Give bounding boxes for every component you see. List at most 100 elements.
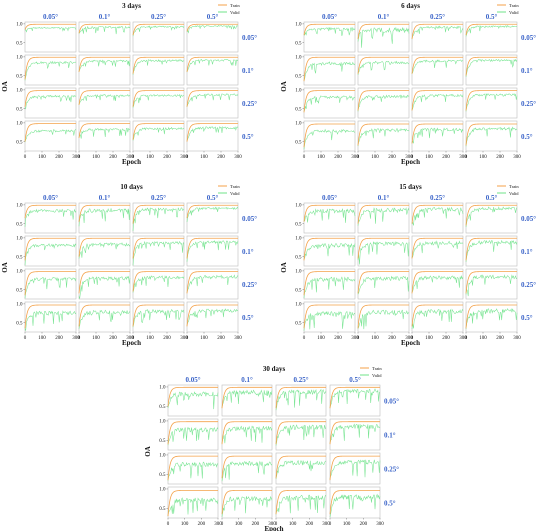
y-tick-label: 1.0 (295, 237, 302, 242)
subplot-frame (132, 268, 185, 300)
series-line-train (465, 304, 517, 329)
series-line-valid (411, 308, 464, 330)
subplot-frame (78, 54, 131, 86)
series-line-train (357, 271, 409, 294)
series-line-train (411, 271, 463, 294)
x-tick-label: 100 (425, 155, 433, 160)
subfigure-0: 3 days Train Valid 0.05° 0.1° 0.25° 0.5° OA 0.05… (1, 2, 257, 166)
series-line-valid (24, 310, 77, 332)
series-line-train (186, 204, 238, 219)
y-tick-label: 0.5 (159, 439, 166, 444)
x-tick-label: 200 (388, 336, 396, 341)
series-line-train (329, 386, 380, 409)
series-line-train (132, 90, 184, 107)
y-tick-label: 1.0 (159, 386, 166, 391)
subplot-frame (132, 235, 185, 267)
column-label: 0.25° (293, 376, 308, 384)
subplot-frame (167, 418, 219, 451)
series-line-train (465, 56, 517, 76)
y-tick-label: 1.0 (16, 270, 23, 275)
series-line-valid (411, 93, 464, 111)
row-label: 0.5° (521, 133, 533, 141)
subplot-frame (221, 384, 273, 417)
series-line-train (411, 204, 463, 224)
series-line-valid (465, 206, 518, 228)
x-tick-label: 100 (289, 522, 297, 527)
x-tick-label: 200 (217, 336, 225, 341)
row-label: 0.5° (242, 133, 254, 141)
x-tick-label: 200 (198, 522, 206, 527)
series-line-train (186, 56, 238, 72)
subplot-frame (78, 120, 131, 152)
series-line-train (78, 56, 130, 72)
series-line-train (357, 304, 409, 329)
x-tick-label: 200 (217, 155, 225, 160)
legend-label: Valid (509, 10, 519, 15)
row-label: 0.25° (242, 100, 257, 108)
series-line-train (186, 123, 238, 142)
series-line-valid (357, 26, 410, 48)
x-tick-label: 100 (38, 336, 46, 341)
row-label: 0.05° (242, 34, 257, 42)
x-tick-label: 200 (163, 336, 171, 341)
series-line-valid (167, 461, 219, 481)
series-line-train (24, 23, 76, 30)
x-tick-label: 300 (268, 522, 276, 527)
legend-label: Valid (230, 191, 240, 196)
subplot-frame (221, 452, 273, 485)
series-line-valid (303, 243, 356, 260)
series-line-valid (132, 275, 185, 293)
series-line-valid (329, 459, 381, 479)
x-tick-label: 100 (425, 336, 433, 341)
subplot-frame (465, 301, 518, 333)
column-label: 0.5° (349, 376, 361, 384)
column-label: 0.1° (99, 194, 111, 202)
column-label: 0.1° (99, 13, 111, 21)
y-tick-label: 0.5 (295, 41, 302, 46)
series-line-train (275, 455, 326, 479)
series-line-valid (303, 208, 356, 223)
x-tick-label: 0 (357, 336, 360, 341)
subplot-frame (132, 202, 185, 234)
x-tick-label: 0 (329, 522, 332, 527)
series-line-valid (357, 127, 410, 147)
series-line-valid (186, 93, 239, 107)
series-line-train (303, 56, 355, 82)
x-tick-label: 300 (126, 155, 134, 160)
series-line-valid (411, 127, 464, 144)
column-label: 0.25° (151, 194, 166, 202)
series-line-valid (465, 239, 518, 262)
x-tick-label: 100 (146, 336, 154, 341)
series-line-valid (411, 25, 464, 40)
y-tick-label: 0.5 (295, 74, 302, 79)
series-line-valid (221, 425, 273, 444)
x-tick-label: 0 (411, 336, 414, 341)
x-tick-label: 300 (459, 155, 467, 160)
series-line-train (357, 90, 409, 111)
subplot-frame (78, 202, 131, 234)
series-line-train (24, 271, 76, 296)
column-label: 0.05° (43, 13, 58, 21)
x-tick-label: 200 (360, 522, 368, 527)
series-line-valid (329, 423, 381, 444)
x-tick-label: 0 (78, 336, 81, 341)
x-tick-label: 200 (388, 155, 396, 160)
row-label: 0.1° (242, 67, 254, 75)
subplot-frame (275, 452, 327, 485)
series-line-valid (221, 495, 273, 517)
series-line-valid (275, 460, 327, 480)
row-label: 0.25° (384, 466, 399, 474)
series-line-train (303, 237, 355, 261)
series-line-valid (78, 242, 131, 259)
y-tick-label: 0.5 (16, 74, 23, 79)
x-tick-label: 100 (38, 155, 46, 160)
series-line-valid (24, 243, 77, 266)
y-tick-label: 1.0 (16, 23, 23, 28)
subplot-frame (357, 120, 410, 152)
series-line-train (275, 421, 326, 445)
x-tick-label: 0 (303, 336, 306, 341)
series-line-train (186, 90, 238, 107)
y-tick-label: 1.0 (295, 56, 302, 61)
y-tick-label: 1.0 (159, 454, 166, 459)
x-axis-label: Epoch (401, 158, 420, 166)
